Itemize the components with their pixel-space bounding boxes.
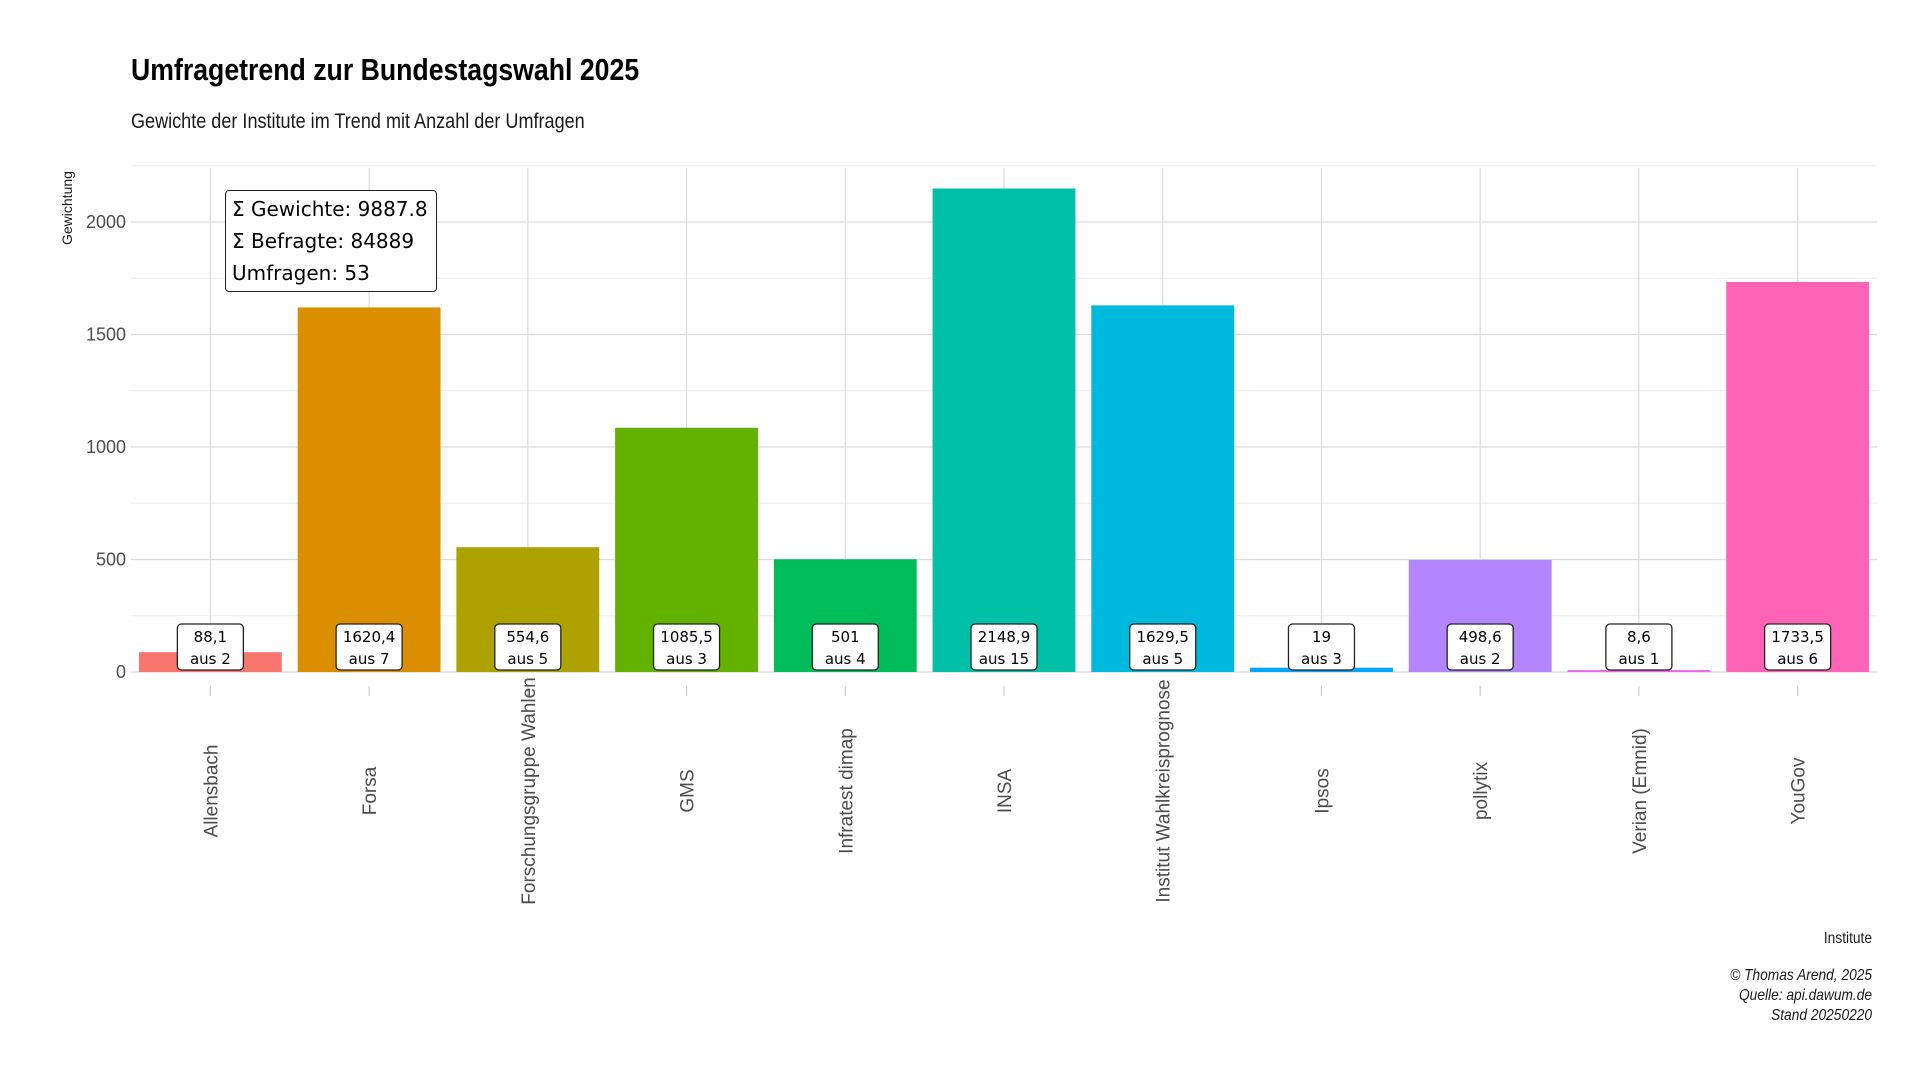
bar-institut-wahlkreisprognose — [1091, 305, 1235, 672]
data-label-box — [811, 623, 879, 671]
data-label: 88,1 aus 2 — [176, 623, 245, 671]
count-label: aus 4 — [825, 650, 866, 668]
count-label: aus 3 — [666, 650, 707, 668]
data-labels: 88,1 aus 2 1620,4 aus 7 554,6 aus 5 1085,5 aus … — [176, 623, 1832, 671]
x-tick-label: Verian (Emnid) — [1630, 728, 1651, 854]
summary-box: Σ Gewichte: 9887.8 Σ Befragte: 84889 Umf… — [225, 190, 437, 292]
value-label: 501 — [831, 628, 860, 646]
data-label: 498,6 aus 2 — [1446, 623, 1514, 671]
x-tick-label: Forsa — [360, 766, 381, 815]
chart-subtitle: Gewichte der Institute im Trend mit Anza… — [131, 110, 585, 133]
data-label-box — [1287, 623, 1356, 671]
bar-verian-emnid- — [1567, 670, 1711, 672]
value-label: 1733,5 — [1771, 628, 1824, 646]
data-label-box — [1129, 623, 1197, 671]
value-label: 554,6 — [506, 628, 549, 646]
data-label-box — [1605, 623, 1673, 671]
value-label: 1620,4 — [343, 628, 396, 646]
data-label-box — [176, 623, 245, 671]
value-label: 498,6 — [1459, 628, 1502, 646]
data-label-box — [494, 623, 562, 671]
count-label: aus 15 — [979, 650, 1029, 668]
bars — [138, 188, 1870, 672]
axis-ticks: 0 500 1000 1500 2000 Allensbach Forsa Forschung… — [86, 212, 1810, 905]
count-label: aus 2 — [190, 650, 231, 668]
count-label: aus 5 — [507, 650, 548, 668]
data-label: 1629,5 aus 5 — [1129, 623, 1197, 671]
data-label: 1620,4 aus 7 — [335, 623, 403, 671]
data-label: 554,6 aus 5 — [494, 623, 562, 671]
data-label: 2148,9 aus 15 — [970, 623, 1038, 671]
y-tick-label: 1500 — [86, 325, 126, 345]
caption-date: Stand 20250220 — [1770, 1007, 1872, 1024]
x-tick-label: Institut Wahlkreisprognose — [1154, 679, 1175, 902]
data-label: 8,6 aus 1 — [1605, 623, 1673, 671]
caption-source: Quelle: api.dawum.de — [1738, 987, 1872, 1004]
x-tick-label: Forschungsgruppe Wahlen — [519, 677, 540, 904]
value-label: 8,6 — [1627, 628, 1651, 646]
x-tick-label: INSA — [995, 769, 1016, 814]
value-label: 2148,9 — [978, 628, 1031, 646]
data-label: 501 aus 4 — [811, 623, 879, 671]
data-label: 19 aus 3 — [1287, 623, 1356, 671]
x-tick-label: Allensbach — [201, 745, 222, 838]
data-label: 1085,5 aus 3 — [652, 623, 721, 671]
x-tick-label: Ipsos — [1312, 768, 1333, 813]
count-label: aus 5 — [1142, 650, 1183, 668]
count-label: aus 2 — [1460, 650, 1501, 668]
y-axis-title: Gewichtung — [59, 171, 75, 245]
x-tick-label: GMS — [678, 769, 699, 812]
data-label-box — [970, 623, 1038, 671]
bar-forsa — [297, 307, 441, 672]
x-tick-label: pollytix — [1471, 761, 1492, 820]
summary-umfragen: Umfragen: 53 — [232, 261, 370, 285]
caption: © Thomas Arend, 2025 Quelle: api.dawum.d… — [1707, 966, 1872, 1026]
y-tick-label: 0 — [116, 662, 126, 682]
y-tick-label: 500 — [96, 550, 126, 570]
x-tick-label: Infratest dimap — [836, 728, 857, 854]
count-label: aus 7 — [349, 650, 390, 668]
y-tick-label: 1000 — [86, 437, 126, 457]
count-label: aus 3 — [1301, 650, 1342, 668]
count-label: aus 6 — [1777, 650, 1818, 668]
data-label: 1733,5 aus 6 — [1763, 623, 1832, 671]
value-label: 1085,5 — [660, 628, 713, 646]
summary-gewichte: Σ Gewichte: 9887.8 — [232, 197, 428, 221]
x-tick-label: YouGov — [1789, 757, 1810, 824]
x-axis-title: Institute — [1823, 930, 1872, 947]
value-label: 19 — [1312, 628, 1331, 646]
bar-yougov — [1726, 281, 1870, 672]
caption-author: © Thomas Arend, 2025 — [1730, 967, 1872, 984]
bar-insa — [932, 188, 1076, 672]
value-label: 88,1 — [194, 628, 227, 646]
summary-befragte: Σ Befragte: 84889 — [232, 229, 415, 253]
value-label: 1629,5 — [1136, 628, 1189, 646]
count-label: aus 1 — [1618, 650, 1659, 668]
chart-title: Umfragetrend zur Bundestagswahl 2025 — [131, 52, 640, 87]
data-label-box — [335, 623, 403, 671]
data-label-box — [652, 623, 721, 671]
y-tick-label: 2000 — [86, 212, 126, 232]
data-label-box — [1446, 623, 1514, 671]
data-label-box — [1763, 623, 1832, 671]
